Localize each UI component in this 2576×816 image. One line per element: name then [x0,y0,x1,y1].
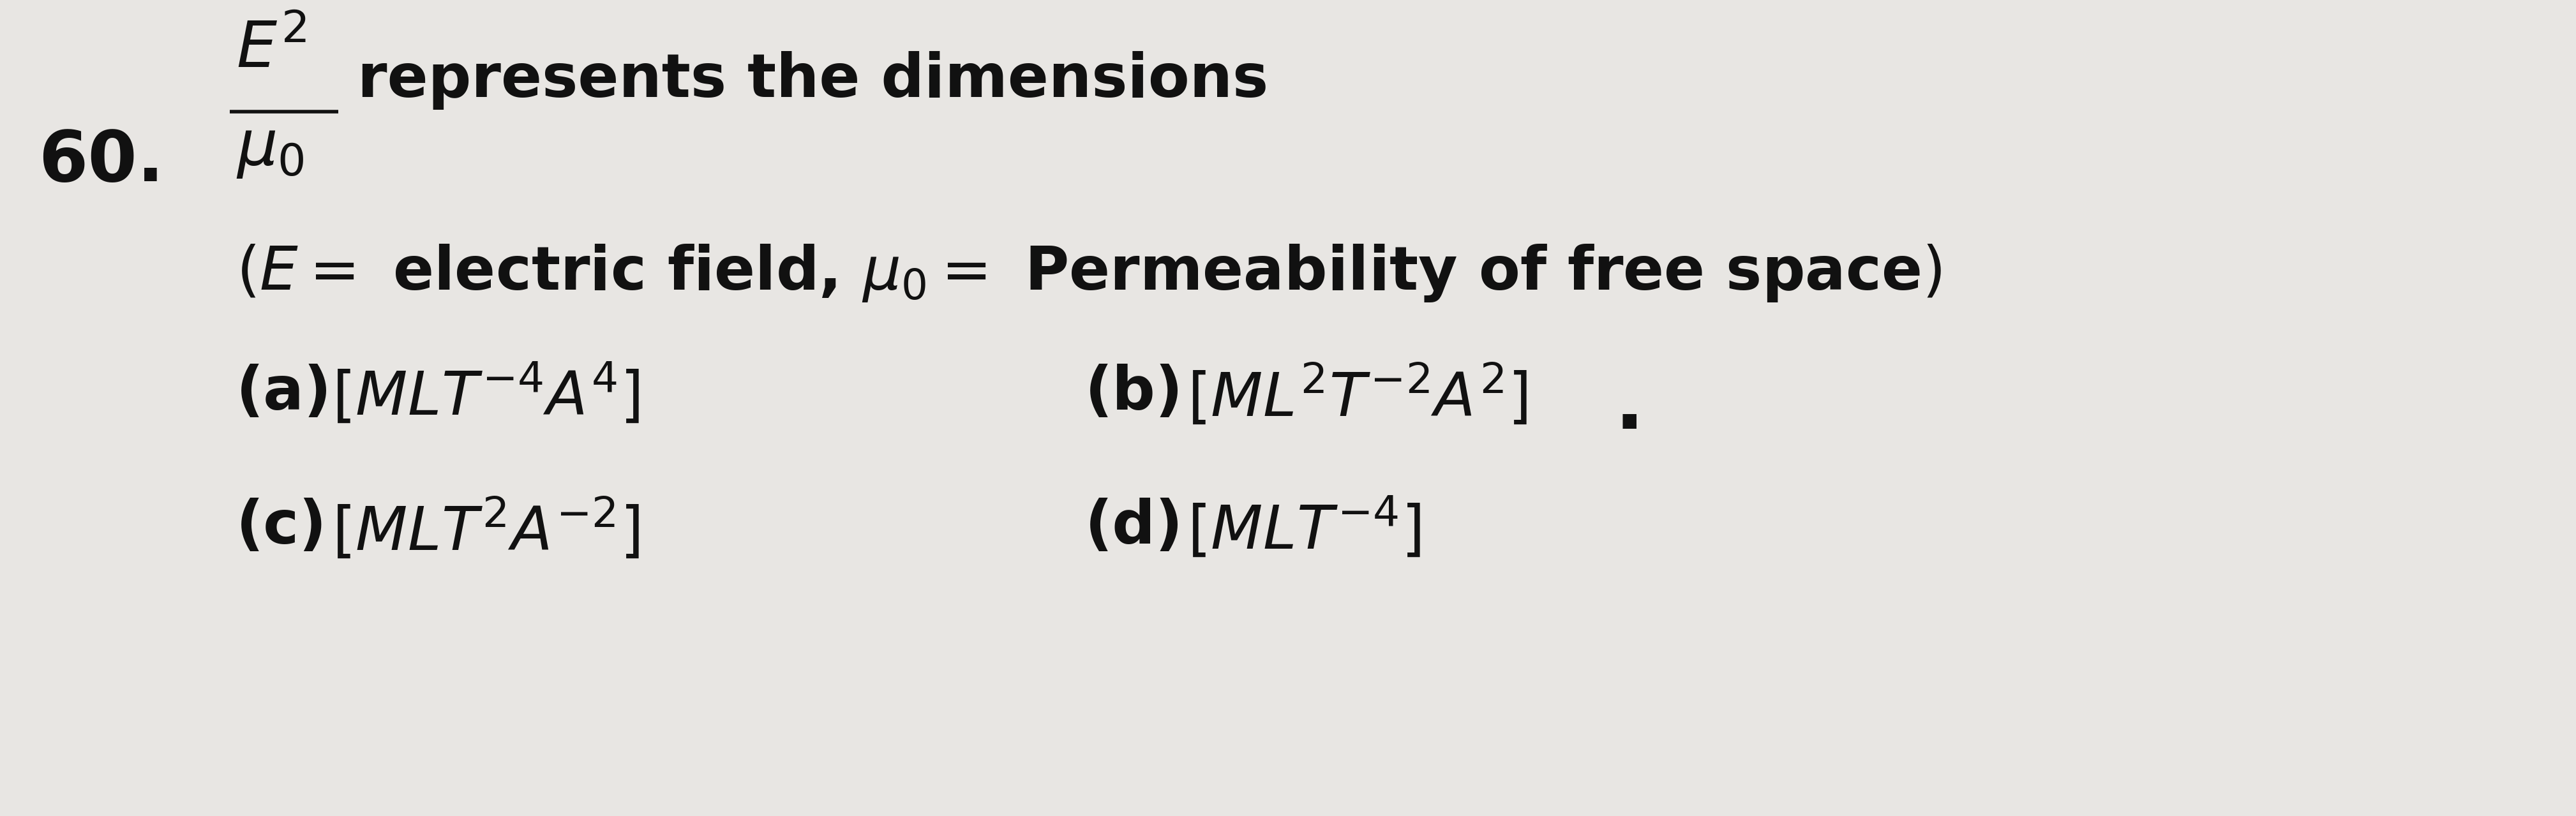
Text: (c): (c) [237,498,327,557]
Text: represents the dimensions: represents the dimensions [358,51,1267,109]
Text: $[ML^{2}T^{-2}A^{2}]$: $[ML^{2}T^{-2}A^{2}]$ [1188,364,1528,428]
Text: $[MLT^{2}A^{-2}]$: $[MLT^{2}A^{-2}]$ [332,498,639,562]
Text: $\mu_0$: $\mu_0$ [237,118,304,180]
Text: $E^2$: $E^2$ [237,19,307,81]
Text: (b): (b) [1084,364,1182,423]
Text: 60.: 60. [39,127,165,196]
Text: $(E =$ electric field, $\mu_0 =$ Permeability of free space$)$: $(E =$ electric field, $\mu_0 =$ Permeab… [237,242,1942,304]
Text: (d): (d) [1084,498,1182,557]
Text: $[MLT^{-4}A^{4}]$: $[MLT^{-4}A^{4}]$ [332,364,639,428]
Text: .: . [1615,370,1643,445]
Text: $[MLT^{-4}]$: $[MLT^{-4}]$ [1188,498,1422,562]
Text: (a): (a) [237,364,332,423]
